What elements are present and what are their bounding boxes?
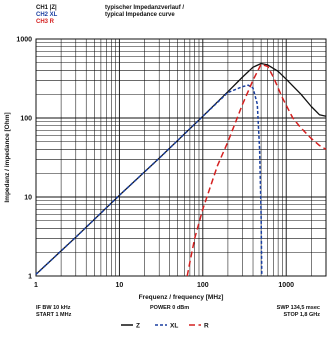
y-tick-label: 1 [28,274,32,281]
chart-title-line-2: typical Impedance curve [105,12,175,18]
x-tick-label: 1000 [278,282,294,289]
channel-label-xl: CH2 XL [36,12,58,18]
chart-title-line-1: typischer Impedanzverlauf / [105,5,185,11]
y-tick-label: 10 [24,195,32,202]
footer-left: IF BW 10 kHz START 1 MHz [36,305,71,319]
x-axis-label: Frequenz / frequency [MHz] [139,294,224,301]
y-tick-label: 100 [20,116,32,123]
legend-label-xl: XL [170,322,178,329]
stop-frequency: STOP 1,8 GHz [283,312,320,318]
legend-label-r: R [204,322,209,329]
if-bandwidth: IF BW 10 kHz [36,305,71,311]
channel-label-r: CH3 R [36,19,55,25]
legend: Z XL R [121,322,209,329]
y-tick-label: 1000 [16,37,32,44]
series-line-r [186,63,327,277]
series-line-xl [35,84,263,277]
channel-list: CH1 |Z| CH2 XL CH3 R [36,5,57,26]
power-level: POWER 0 dBm [150,305,190,311]
x-tick-label: 100 [197,282,209,289]
x-tick-label: 10 [116,282,124,289]
sweep-time: SWP 134,5 msec [276,305,320,311]
y-axis-label: Impedanz / impedance [Ohm] [4,112,11,202]
footer-right: SWP 134,5 msec STOP 1,8 GHz [250,305,320,319]
channel-label-z: CH1 |Z| [36,5,57,11]
legend-label-z: Z [136,322,140,329]
x-tick-label: 1 [34,282,38,289]
start-frequency: START 1 MHz [36,312,72,318]
chart-title: typischer Impedanzverlauf / typical Impe… [105,5,184,19]
